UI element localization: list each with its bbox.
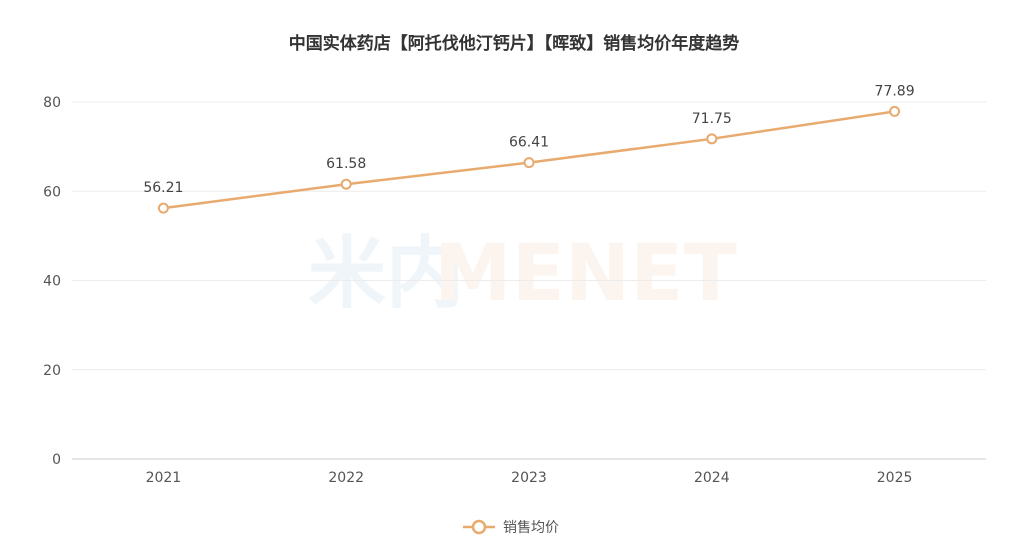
x-tick-label: 2022: [328, 470, 364, 486]
data-point[interactable]: [523, 157, 535, 169]
data-label: 56.21: [143, 180, 183, 196]
x-axis: 2021 2022 2023 2024 2025: [146, 470, 913, 486]
data-label: 61.58: [326, 156, 366, 172]
x-tick-label: 2021: [146, 470, 182, 486]
chart-title: 中国实体药店【阿托伐他汀钙片】【晖致】销售均价年度趋势: [289, 33, 740, 54]
series: 56.21 61.58 66.41 71.75 77.89: [143, 83, 915, 214]
y-tick-label: 60: [43, 184, 61, 200]
watermark-cn: 米内: [308, 229, 464, 319]
legend-marker-icon: [471, 519, 487, 535]
watermark-en: MENET: [434, 229, 737, 319]
data-point[interactable]: [706, 133, 718, 145]
data-point[interactable]: [157, 202, 169, 214]
gridlines: [72, 101, 986, 460]
x-tick-label: 2024: [694, 470, 730, 486]
data-label: 77.89: [875, 83, 915, 99]
watermark: 米内 MENET: [308, 229, 737, 319]
y-tick-label: 20: [43, 363, 61, 379]
data-point[interactable]: [889, 105, 901, 117]
x-tick-label: 2025: [877, 470, 913, 486]
legend-label: 销售均价: [503, 520, 559, 536]
data-label: 66.41: [509, 135, 549, 151]
legend[interactable]: 销售均价: [463, 519, 559, 536]
y-tick-label: 80: [43, 95, 61, 111]
data-point[interactable]: [340, 178, 352, 190]
data-label: 71.75: [692, 111, 732, 127]
y-tick-label: 0: [52, 452, 61, 468]
y-tick-label: 40: [43, 274, 61, 290]
y-axis: 0 20 40 60 80: [43, 95, 61, 468]
x-tick-label: 2023: [511, 470, 547, 486]
